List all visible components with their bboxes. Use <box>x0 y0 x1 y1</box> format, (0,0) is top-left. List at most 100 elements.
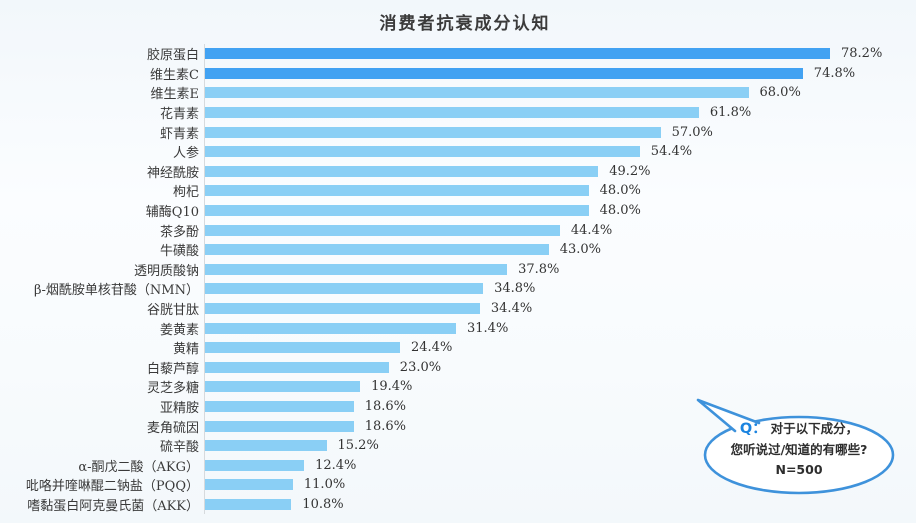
value-label: 44.4% <box>570 222 613 238</box>
bar-row: 人参 54.4% <box>0 141 916 162</box>
bar <box>205 400 354 412</box>
bar-row: α-酮戊二酸（AKG） 12.4% <box>0 455 916 476</box>
category-label: 吡咯并喹啉醌二钠盐（PQQ） <box>25 479 199 495</box>
bar-row: 牛磺酸 43.0% <box>0 239 916 260</box>
plot-area: 24.4% <box>204 337 916 358</box>
category-label: 人参 <box>172 146 199 162</box>
category-label: 胶原蛋白 <box>146 48 199 64</box>
category-label: 谷胱甘肽 <box>146 303 199 319</box>
bar <box>205 205 589 217</box>
bar <box>205 283 484 295</box>
plot-area: 61.8% <box>204 102 916 123</box>
plot-area: 19.4% <box>204 377 916 397</box>
bar-row: 维生素E 68.0% <box>0 83 916 103</box>
plot-area: 43.0% <box>204 239 916 260</box>
bar-row: 花青素 61.8% <box>0 102 916 123</box>
plot-area: 68.0% <box>204 83 916 103</box>
bar <box>205 479 293 491</box>
plot-area: 49.2% <box>204 161 916 182</box>
plot-area: 34.4% <box>204 298 916 319</box>
plot-area: 54.4% <box>204 141 916 162</box>
plot-area: 78.2% <box>204 44 916 64</box>
category-label: 虾青素 <box>159 126 199 142</box>
bar <box>205 48 830 60</box>
bar-row: β-烟酰胺单核苷酸（NMN） 34.8% <box>0 279 916 299</box>
category-label: 灵芝多糖 <box>146 381 199 397</box>
bar-row: 辅酶Q10 48.0% <box>0 200 916 221</box>
bar-chart: 胶原蛋白 78.2% 维生素C 74.8% 维生素E 68.0% 花青素 61.8% 虾青素 57… <box>0 44 916 515</box>
value-label: 37.8% <box>518 261 560 277</box>
bar-row: 神经酰胺 49.2% <box>0 161 916 182</box>
category-label: 枸杞 <box>172 185 199 201</box>
speech-bubble-ellipse <box>703 415 895 495</box>
bar-row: 透明质酸钠 37.8% <box>0 259 916 280</box>
bar-row: 谷胱甘肽 34.4% <box>0 298 916 319</box>
bar-row: 灵芝多糖 19.4% <box>0 377 916 397</box>
category-label: 白藜芦醇 <box>146 361 199 377</box>
bar <box>205 165 599 177</box>
value-label: 61.8% <box>709 105 752 121</box>
plot-area: 12.4% <box>204 455 916 476</box>
question-text-1: 对于以下成分， <box>770 421 859 436</box>
category-label: 麦角硫因 <box>146 420 199 436</box>
question-annotation: Q： 对于以下成分， 您听说过/知道的有哪些? N=500 <box>703 419 895 481</box>
bar <box>205 498 292 510</box>
value-label: 31.4% <box>467 320 509 336</box>
bar <box>205 440 327 452</box>
category-label: 牛磺酸 <box>159 244 199 260</box>
value-label: 15.2% <box>337 438 379 454</box>
plot-area: 15.2% <box>204 435 916 456</box>
value-label: 48.0% <box>599 203 641 219</box>
category-label: 维生素C <box>150 67 199 83</box>
plot-area: 18.6% <box>204 396 916 417</box>
value-label: 12.4% <box>315 457 357 473</box>
plot-area: 31.4% <box>204 318 916 338</box>
bar-row: 枸杞 48.0% <box>0 181 916 201</box>
plot-area: 37.8% <box>204 259 916 280</box>
plot-area: 44.4% <box>204 220 916 240</box>
plot-area: 34.8% <box>204 279 916 299</box>
value-label: 43.0% <box>559 242 601 258</box>
value-label: 57.0% <box>671 124 713 140</box>
bar <box>205 107 699 119</box>
bar-row: 黄精 24.4% <box>0 337 916 358</box>
plot-area: 23.0% <box>204 357 916 378</box>
plot-area: 48.0% <box>204 200 916 221</box>
category-label: 透明质酸钠 <box>133 263 199 279</box>
bar <box>205 126 661 138</box>
value-label: 23.0% <box>399 359 442 375</box>
category-label: 维生素E <box>150 87 200 103</box>
bar-row: 茶多酚 44.4% <box>0 220 916 240</box>
bar-row: 姜黄素 31.4% <box>0 318 916 338</box>
value-label: 18.6% <box>364 418 406 434</box>
category-label: β-烟酰胺单核苷酸（NMN） <box>34 283 199 299</box>
category-label: 神经酰胺 <box>146 165 199 181</box>
plot-area: 10.8% <box>204 494 916 515</box>
category-label: 茶多酚 <box>159 224 199 240</box>
question-line-2: 您听说过/知道的有哪些? <box>730 441 868 457</box>
bar <box>205 263 508 275</box>
bar <box>205 67 803 79</box>
bar-row: 白藜芦醇 23.0% <box>0 357 916 378</box>
bar <box>205 361 389 373</box>
bar <box>205 459 305 471</box>
bar-row: 亚精胺 18.6% <box>0 396 916 417</box>
bar <box>205 185 589 197</box>
bar <box>205 303 480 315</box>
bar-row: 硫辛酸 15.2% <box>0 435 916 456</box>
value-label: 11.0% <box>303 477 346 493</box>
value-label: 34.4% <box>490 301 533 317</box>
bar-row: 吡咯并喹啉醌二钠盐（PQQ） 11.0% <box>0 475 916 495</box>
bar <box>205 342 400 354</box>
bar <box>205 146 640 158</box>
bar-row: 嗜黏蛋白阿克曼氏菌（AKK） 10.8% <box>0 494 916 515</box>
value-label: 19.4% <box>371 379 413 395</box>
question-line-1: Q： 对于以下成分， <box>703 419 895 440</box>
plot-area: 48.0% <box>204 181 916 201</box>
plot-area: 11.0% <box>204 475 916 495</box>
category-label: 黄精 <box>172 342 199 358</box>
value-label: 48.0% <box>599 183 641 199</box>
bar <box>205 87 749 99</box>
value-label: 49.2% <box>609 163 651 179</box>
bar <box>205 420 354 432</box>
